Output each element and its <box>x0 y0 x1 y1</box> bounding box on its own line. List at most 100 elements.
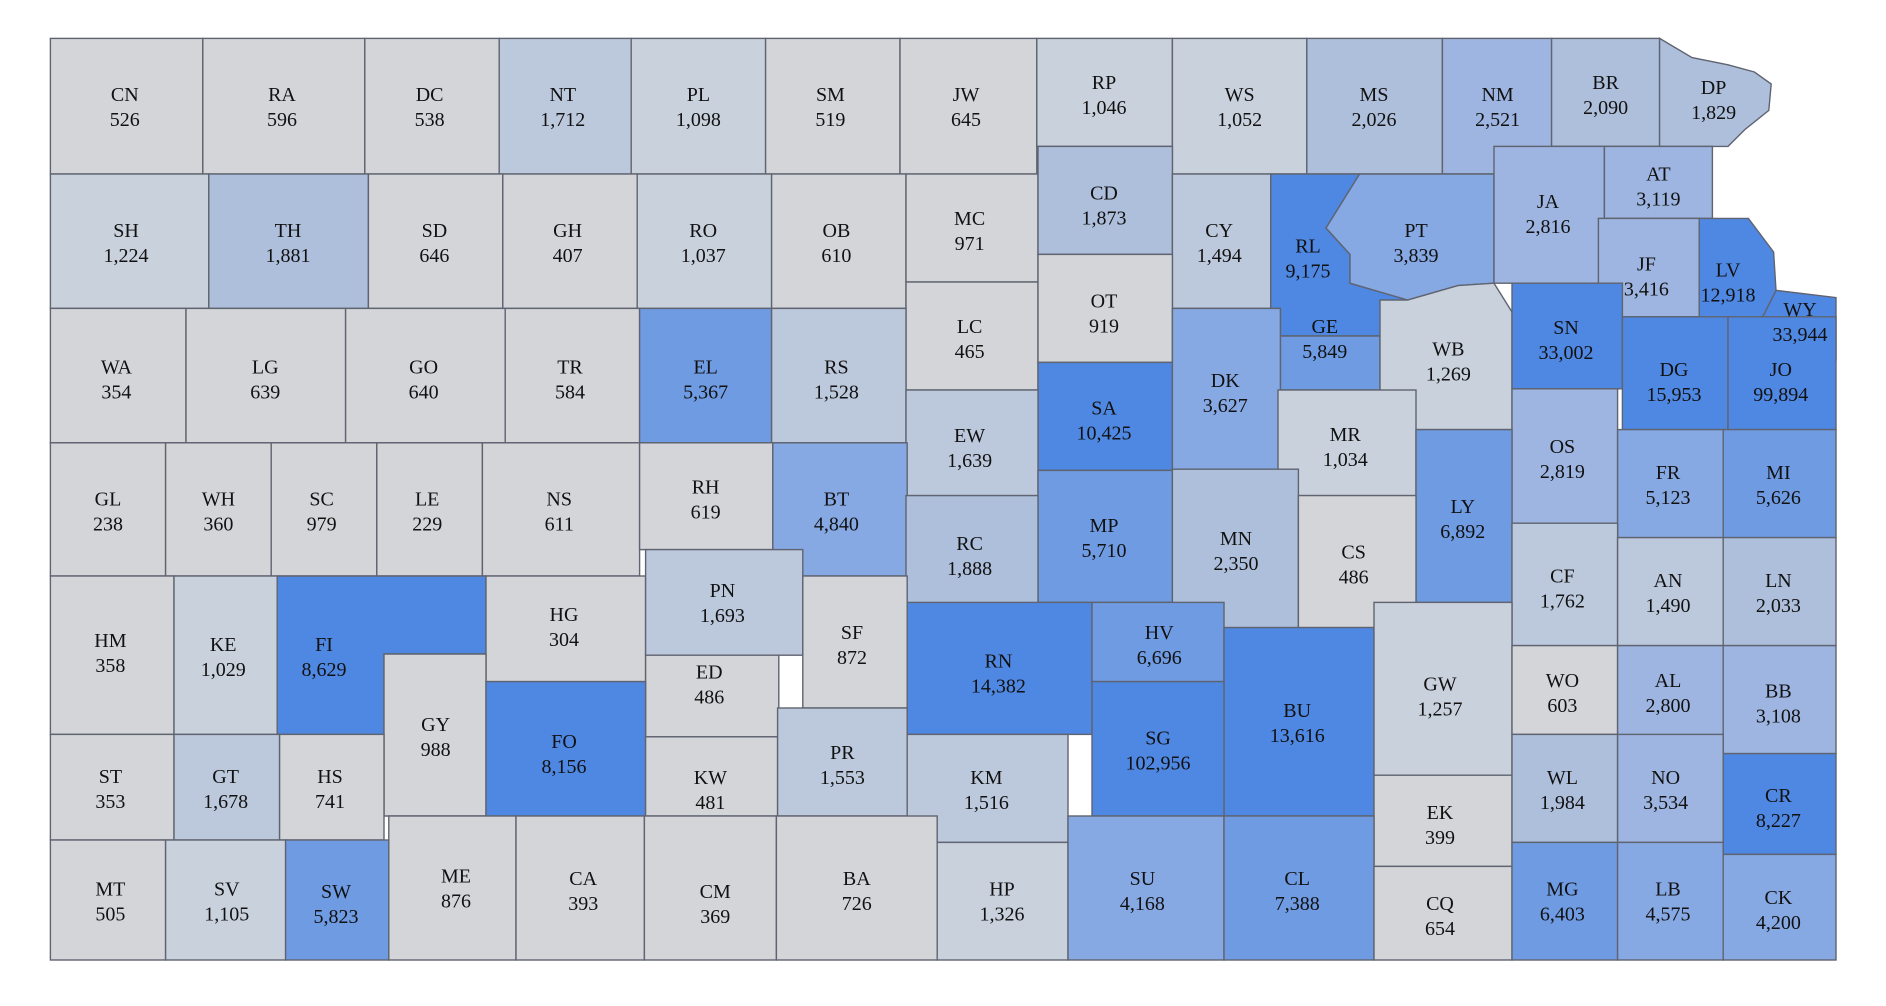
county-shape-sf <box>802 575 908 709</box>
county-value-label: 1,678 <box>203 791 248 813</box>
county-code-label: BR <box>1592 72 1619 94</box>
county-value-label: 8,227 <box>1756 810 1801 832</box>
county-shape-pn <box>644 548 804 656</box>
county-value-label: 619 <box>691 502 721 524</box>
county-code-label: MP <box>1090 515 1119 537</box>
county-shape-mc <box>905 173 1039 283</box>
county-code-label: GO <box>409 357 438 379</box>
county-value-label: 238 <box>93 514 123 536</box>
county-value-label: 603 <box>1547 695 1577 717</box>
county-value-label: 5,123 <box>1646 487 1691 509</box>
county-shape-cl <box>1223 815 1375 961</box>
county-shape-rn <box>906 601 1093 736</box>
county-kw <box>644 736 779 817</box>
county-ro <box>636 173 773 310</box>
county-rc <box>905 494 1039 605</box>
county-code-label: EL <box>693 357 717 379</box>
county-code-label: CN <box>111 84 139 106</box>
county-code-label: SU <box>1130 868 1156 890</box>
county-code-label: HM <box>94 630 126 652</box>
county-shape-cy <box>1171 173 1272 310</box>
county-value-label: 1,490 <box>1646 595 1691 617</box>
county-value-label: 2,800 <box>1646 695 1691 717</box>
county-shape-lg <box>185 307 347 444</box>
county-ob <box>770 173 907 310</box>
county-code-label: SC <box>309 489 333 511</box>
county-value-label: 1,034 <box>1323 449 1368 471</box>
county-shape-rp <box>1036 37 1174 148</box>
county-value-label: 596 <box>267 109 297 131</box>
county-shape-sm <box>764 37 901 175</box>
county-cq <box>1373 865 1513 961</box>
county-code-label: TH <box>275 220 302 242</box>
county-shape-sa <box>1037 361 1174 472</box>
county-hm <box>49 575 175 736</box>
county-shape-ck <box>1722 853 1837 961</box>
county-jf <box>1597 217 1700 318</box>
county-shape-st <box>49 733 175 841</box>
county-dk <box>1171 307 1282 470</box>
county-code-label: KM <box>970 767 1002 789</box>
county-shape-bb <box>1722 644 1837 755</box>
county-shapes <box>49 37 1837 961</box>
county-bb <box>1722 644 1837 755</box>
county-rn <box>906 601 1093 736</box>
county-shape-th <box>208 173 370 310</box>
county-shape-dg <box>1621 316 1729 431</box>
county-value-label: 741 <box>315 791 345 813</box>
county-code-label: CM <box>700 881 731 903</box>
county-code-label: KW <box>694 767 727 789</box>
county-value-label: 654 <box>1425 918 1455 940</box>
county-code-label: HS <box>317 766 343 788</box>
county-cy <box>1171 173 1272 310</box>
county-ek <box>1373 774 1513 868</box>
county-shape-su <box>1067 815 1225 961</box>
county-code-label: EW <box>954 425 985 447</box>
county-value-label: 6,696 <box>1137 647 1182 669</box>
county-shape-cq <box>1373 865 1513 961</box>
county-mg <box>1511 841 1619 961</box>
county-value-label: 399 <box>1425 827 1455 849</box>
county-value-label: 99,894 <box>1753 384 1808 406</box>
county-dg <box>1621 316 1729 431</box>
county-code-label: DK <box>1211 370 1240 392</box>
county-shape-no <box>1616 733 1724 844</box>
county-shape-nt <box>498 37 632 175</box>
county-lg <box>185 307 347 444</box>
county-code-label: MG <box>1546 879 1578 901</box>
county-code-label: OS <box>1550 436 1576 458</box>
county-value-label: 1,888 <box>947 558 992 580</box>
county-sc <box>270 442 378 577</box>
county-code-label: EK <box>1427 802 1454 824</box>
county-shape-mn <box>1171 468 1300 629</box>
county-code-label: LY <box>1450 496 1475 518</box>
county-shape-mi <box>1722 428 1837 539</box>
county-gw <box>1373 601 1513 776</box>
county-value-label: 1,029 <box>201 659 246 681</box>
county-shape-ja <box>1493 145 1606 284</box>
county-value-label: 3,119 <box>1636 188 1680 210</box>
county-value-label: 1,881 <box>266 245 311 267</box>
county-value-label: 1,693 <box>700 605 745 627</box>
county-code-label: BT <box>824 489 850 511</box>
county-hv <box>1091 601 1225 683</box>
county-value-label: 1,037 <box>681 245 726 267</box>
county-value-label: 354 <box>101 382 131 404</box>
county-ra <box>202 37 366 175</box>
county-value-label: 1,224 <box>104 245 149 267</box>
county-value-label: 2,026 <box>1352 109 1397 131</box>
county-th <box>208 173 370 310</box>
county-code-label: WO <box>1546 670 1579 692</box>
county-code-label: WS <box>1225 84 1255 106</box>
county-shape-kw <box>644 736 779 817</box>
county-code-label: MS <box>1360 84 1389 106</box>
county-value-label: 353 <box>95 791 125 813</box>
county-value-label: 4,840 <box>814 514 859 536</box>
county-code-label: OB <box>823 220 851 242</box>
county-shape-wl <box>1511 733 1619 844</box>
county-sf <box>802 575 908 709</box>
county-jo <box>1727 316 1837 431</box>
county-shape-rc <box>905 494 1039 605</box>
county-le <box>376 442 484 577</box>
county-shape-gt <box>173 733 281 841</box>
